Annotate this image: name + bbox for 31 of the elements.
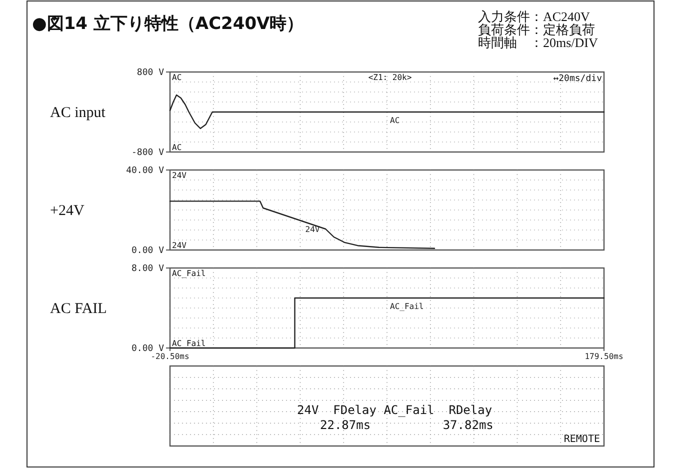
y-axis-title: +24V <box>50 203 84 219</box>
text: 時間軸 ：20ms/DIV <box>478 35 598 50</box>
series-label: 24V <box>305 225 320 234</box>
annotation: 24V <box>172 171 187 180</box>
y-axis-title: AC input <box>50 105 106 121</box>
x-tick-label: 179.50ms <box>584 352 624 361</box>
y-tick-label: 40.00 V <box>126 166 165 176</box>
annotation: AC_Fail <box>172 269 206 278</box>
annotation: AC <box>172 73 182 82</box>
annotation: ↔20ms/div <box>553 74 602 84</box>
text: REMOTE <box>564 434 600 445</box>
text: 24V FDelay AC_Fail RDelay <box>297 403 492 417</box>
annotation: 24V <box>172 241 187 250</box>
text: 入力条件：AC240V <box>478 9 591 24</box>
y-tick-label: 0.00 V <box>131 344 165 354</box>
y-axis-title: AC FAIL <box>50 301 107 317</box>
text: 22.87ms 37.82ms <box>320 418 494 432</box>
annotation: <Z1: 20k> <box>368 73 412 82</box>
series-label: AC <box>390 116 400 125</box>
series-label: AC_Fail <box>390 302 424 311</box>
y-tick-label: 8.00 V <box>131 264 165 274</box>
line-series <box>169 200 436 249</box>
text: 負荷条件：定格負荷 <box>478 22 595 37</box>
annotation: AC_Fail <box>172 339 206 348</box>
y-tick-label: 800 V <box>136 68 165 78</box>
chart-title: ●図14 立下り特性（AC240V時） <box>32 14 304 34</box>
line-series <box>169 94 605 130</box>
annotation: AC <box>172 143 182 152</box>
y-tick-label: 0.00 V <box>131 246 165 256</box>
y-tick-label: -800 V <box>131 148 165 158</box>
x-tick-label: -20.50ms <box>150 352 190 361</box>
